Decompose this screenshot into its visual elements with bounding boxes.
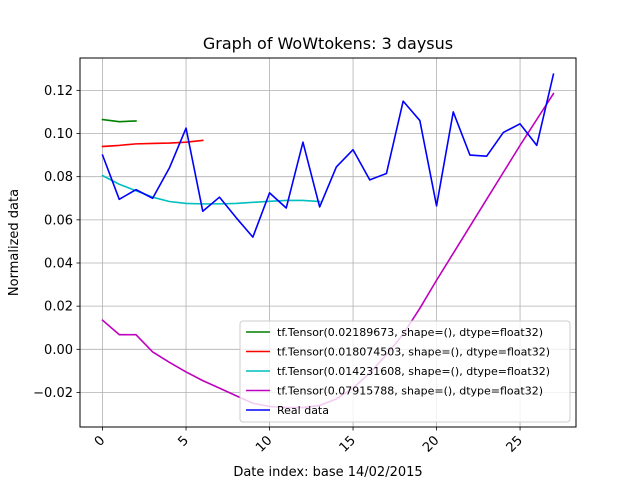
series-line-prediction-1: [101, 139, 204, 148]
legend-label: tf.Tensor(0.014231608, shape=(), dtype=f…: [277, 365, 550, 378]
y-tick-label: −0.02: [33, 386, 73, 401]
legend-label: tf.Tensor(0.018074503, shape=(), dtype=f…: [277, 346, 550, 359]
series-line-prediction-0: [101, 118, 137, 123]
plot-frame: [79, 57, 577, 428]
grid: [80, 58, 576, 427]
x-axis-title: Date index: base 14/02/2015: [233, 465, 422, 480]
y-axis-ticks: −0.02 0.00 0.02 0.04 0.06 0.08 0.10 0.12: [33, 84, 80, 401]
legend-box: [239, 320, 571, 423]
legend-label: tf.Tensor(0.07915788, shape=(), dtype=fl…: [277, 385, 543, 398]
y-tick-label: 0.08: [44, 170, 73, 185]
y-tick-label: 0.04: [44, 257, 73, 272]
y-tick-label: 0.06: [44, 213, 73, 228]
legend: tf.Tensor(0.02189673, shape=(), dtype=fl…: [239, 320, 571, 423]
chart-title: Graph of WoWtokens: 3 daysus: [203, 34, 453, 53]
y-tick-label: 0.02: [44, 300, 73, 315]
legend-label: tf.Tensor(0.02189673, shape=(), dtype=fl…: [277, 326, 543, 339]
y-tick-label: 0.12: [44, 84, 73, 99]
series-line-real-data: [101, 73, 555, 238]
y-tick-label: 0.00: [44, 343, 73, 358]
y-tick-label: 0.10: [44, 127, 73, 142]
y-axis-title: Normalized data: [7, 189, 22, 296]
legend-label: Real data: [277, 404, 329, 417]
